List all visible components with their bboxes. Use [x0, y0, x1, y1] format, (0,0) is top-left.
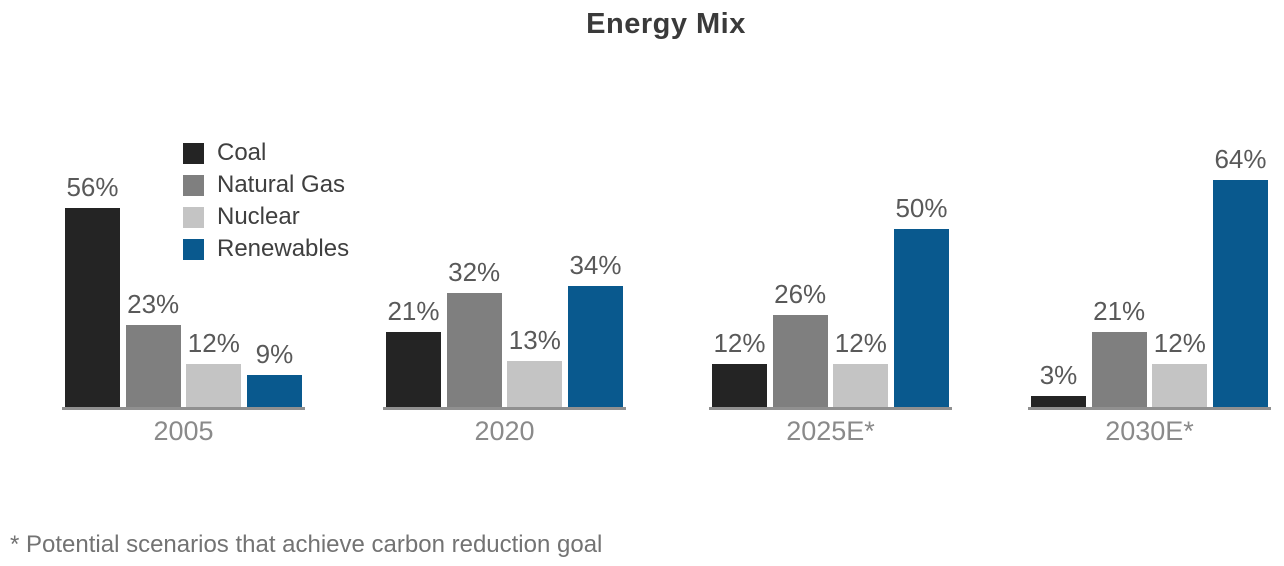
value-label-renewables-2030e: 64%	[1214, 144, 1267, 174]
chart-title: Energy Mix	[586, 8, 746, 40]
bar-natural-gas-2030e	[1091, 332, 1147, 407]
legend-item-natural-gas: Natural Gas	[183, 169, 349, 201]
legend-swatch-natural-gas-icon	[183, 174, 204, 196]
bar-wrap-natural-gas-2020: 32%	[446, 257, 502, 407]
x-label-2025e: 2025E*	[786, 416, 875, 446]
value-label-coal-2025e: 12%	[713, 328, 766, 358]
baseline-2020	[383, 407, 626, 410]
value-label-renewables-2005: 9%	[255, 339, 294, 369]
value-label-coal-2005: 56%	[66, 172, 119, 202]
footnote: * Potential scenarios that achieve carbo…	[10, 531, 603, 558]
bar-wrap-nuclear-2005: 12%	[186, 328, 242, 407]
bar-group-2005: 56% 23% 12% 9% 2005	[62, 0, 305, 566]
value-label-natural-gas-2030e: 21%	[1093, 296, 1146, 326]
bar-wrap-natural-gas-2025e: 26%	[772, 279, 828, 407]
legend-swatch-renewables-icon	[183, 238, 204, 260]
bar-nuclear-2030e	[1152, 364, 1208, 407]
bar-wrap-natural-gas-2030e: 21%	[1091, 296, 1147, 407]
legend-label-nuclear: Nuclear	[217, 203, 300, 230]
bar-group-2025e: 12% 26% 12% 50% 2025E*	[709, 0, 952, 566]
legend-label-coal: Coal	[217, 139, 267, 166]
legend-swatch-nuclear-icon	[183, 206, 204, 228]
bar-wrap-nuclear-2030e: 12%	[1152, 328, 1208, 407]
value-label-renewables-2020: 34%	[569, 250, 622, 280]
value-label-nuclear-2025e: 12%	[834, 328, 887, 358]
value-label-renewables-2025e: 50%	[895, 193, 948, 223]
bar-nuclear-2005	[186, 364, 242, 407]
bar-nuclear-2025e	[833, 364, 889, 407]
bar-wrap-renewables-2005: 9%	[246, 339, 302, 407]
bars-row-2005: 56% 23% 12% 9%	[65, 172, 302, 407]
legend-label-natural-gas: Natural Gas	[217, 171, 346, 198]
legend-swatch-coal-icon	[183, 142, 204, 164]
legend: Coal Natural Gas Nuclear Renewables	[183, 137, 349, 265]
bars-row-2030e: 3% 21% 12% 64%	[1031, 144, 1268, 407]
value-label-natural-gas-2025e: 26%	[774, 279, 827, 309]
bar-wrap-natural-gas-2005: 23%	[125, 289, 181, 407]
baseline-2005	[62, 407, 305, 410]
value-label-natural-gas-2020: 32%	[448, 257, 501, 287]
bar-wrap-coal-2030e: 3%	[1031, 360, 1086, 407]
bar-renewables-2005	[246, 375, 302, 407]
bar-wrap-renewables-2020: 34%	[567, 250, 623, 407]
legend-item-renewables: Renewables	[183, 233, 349, 265]
bar-coal-2005	[65, 208, 120, 407]
legend-item-nuclear: Nuclear	[183, 201, 349, 233]
value-label-coal-2030e: 3%	[1039, 360, 1078, 390]
bar-natural-gas-2005	[125, 325, 181, 407]
bar-renewables-2030e	[1212, 180, 1268, 407]
bar-wrap-coal-2005: 56%	[65, 172, 120, 407]
bars-row-2025e: 12% 26% 12% 50%	[712, 193, 949, 407]
bar-wrap-coal-2025e: 12%	[712, 328, 767, 407]
legend-label-renewables: Renewables	[217, 235, 350, 262]
value-label-nuclear-2030e: 12%	[1153, 328, 1206, 358]
legend-item-coal: Coal	[183, 137, 349, 169]
value-label-nuclear-2005: 12%	[187, 328, 240, 358]
bar-natural-gas-2020	[446, 293, 502, 407]
x-label-2030e: 2030E*	[1105, 416, 1194, 446]
baseline-2025e	[709, 407, 952, 410]
value-label-natural-gas-2005: 23%	[127, 289, 180, 319]
bar-wrap-nuclear-2025e: 12%	[833, 328, 889, 407]
bar-coal-2025e	[712, 364, 767, 407]
bar-wrap-renewables-2025e: 50%	[893, 193, 949, 407]
bars-row-2020: 21% 32% 13% 34%	[386, 250, 623, 407]
bar-natural-gas-2025e	[772, 315, 828, 407]
bar-coal-2030e	[1031, 396, 1086, 407]
x-label-2005: 2005	[153, 416, 214, 446]
bar-coal-2020	[386, 332, 441, 407]
baseline-2030e	[1028, 407, 1271, 410]
bar-group-2020: 21% 32% 13% 34% 2020	[383, 0, 626, 566]
value-label-nuclear-2020: 13%	[508, 325, 561, 355]
bar-wrap-renewables-2030e: 64%	[1212, 144, 1268, 407]
bar-wrap-nuclear-2020: 13%	[507, 325, 563, 407]
bar-group-2030e: 3% 21% 12% 64% 2030E*	[1028, 0, 1271, 566]
bar-renewables-2020	[567, 286, 623, 407]
value-label-coal-2020: 21%	[387, 296, 440, 326]
bar-renewables-2025e	[893, 229, 949, 407]
bar-nuclear-2020	[507, 361, 563, 407]
x-label-2020: 2020	[474, 416, 535, 446]
bar-wrap-coal-2020: 21%	[386, 296, 441, 407]
